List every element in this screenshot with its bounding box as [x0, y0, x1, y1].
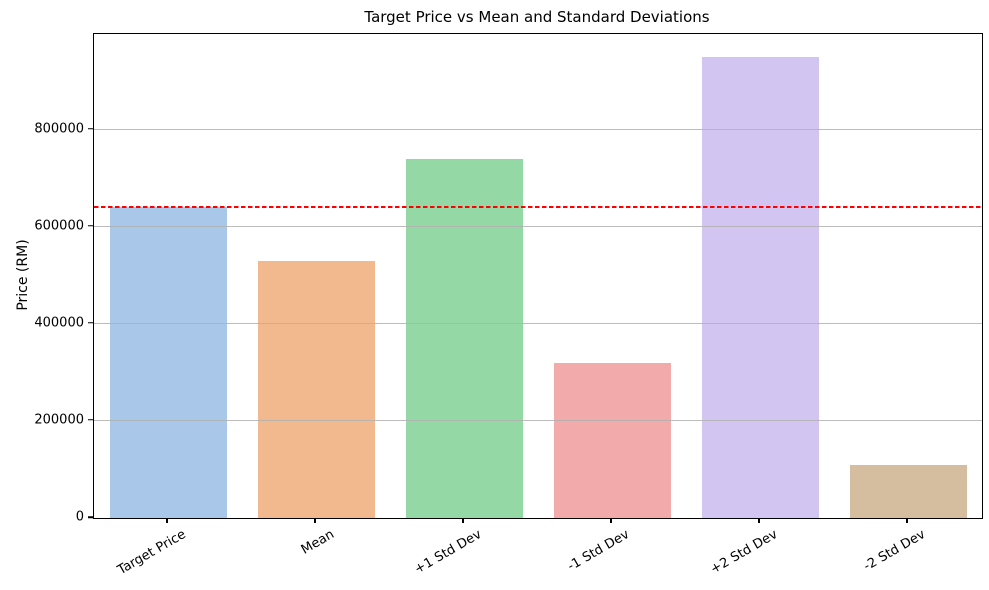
- x-tick-mark: [610, 518, 612, 523]
- y-tick-label: 0: [75, 509, 84, 525]
- bar-1-std-dev: [553, 362, 671, 518]
- x-tick-mark: [166, 518, 168, 523]
- bar-target-price: [109, 207, 227, 518]
- x-tick-label: +1 Std Dev: [412, 527, 485, 578]
- target-price-reference-line: [94, 206, 982, 209]
- bar-2-std-dev: [849, 464, 967, 518]
- bar-1-std-dev: [405, 158, 523, 518]
- y-tick-mark: [88, 225, 93, 227]
- x-tick-label: +2 Std Dev: [708, 527, 781, 578]
- x-tick-mark: [758, 518, 760, 523]
- y-tick-label: 200000: [34, 412, 84, 428]
- y-tick-mark: [88, 419, 93, 421]
- bar-2-std-dev: [701, 57, 819, 518]
- chart-title: Target Price vs Mean and Standard Deviat…: [364, 8, 710, 26]
- gridline: [94, 226, 982, 228]
- x-tick-label: Target Price: [115, 527, 189, 579]
- x-tick-mark: [314, 518, 316, 523]
- y-tick-label: 600000: [34, 218, 84, 234]
- x-tick-label: -1 Std Dev: [565, 527, 633, 575]
- x-tick-label: Mean: [298, 527, 337, 558]
- y-axis-label: Price (RM): [15, 239, 31, 311]
- gridline: [94, 323, 982, 325]
- x-tick-mark: [462, 518, 464, 523]
- y-tick-mark: [88, 128, 93, 130]
- plot-area: [93, 33, 983, 519]
- y-tick-mark: [88, 516, 93, 518]
- y-tick-label: 400000: [34, 315, 84, 331]
- gridline: [94, 129, 982, 131]
- x-tick-mark: [906, 518, 908, 523]
- y-tick-label: 800000: [34, 121, 84, 137]
- bar-mean: [257, 260, 375, 518]
- y-tick-mark: [88, 322, 93, 324]
- gridline: [94, 420, 982, 422]
- x-tick-label: -2 Std Dev: [861, 527, 929, 575]
